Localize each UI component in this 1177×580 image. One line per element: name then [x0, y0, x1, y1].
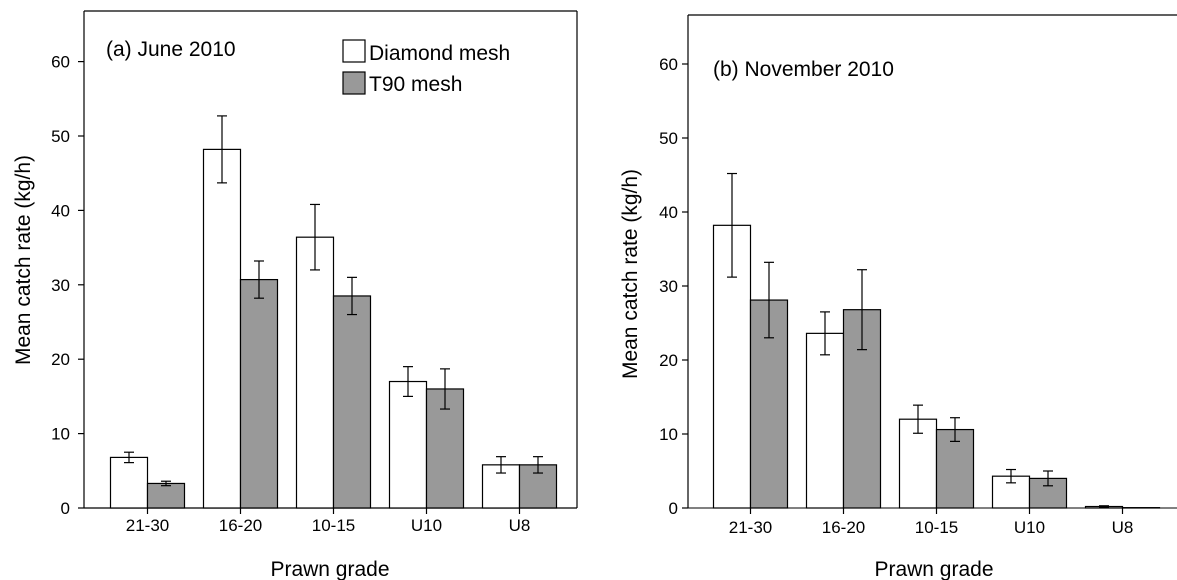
- y-tick-label-november: 0: [669, 499, 678, 518]
- legend-swatch-diamond: [343, 40, 365, 62]
- bar-diamond-u10-june: [390, 382, 427, 508]
- bars-november: [714, 174, 1160, 508]
- panel-november-2010: 0 10 20 30 40 50 60 21-30 16-20 10-15 U10 U8 (b) N…: [619, 15, 1177, 580]
- bar-diamond-16-20-november: [807, 333, 844, 508]
- y-tick-label-june: 20: [51, 350, 70, 369]
- x-tick-label-november: U10: [1014, 518, 1045, 537]
- x-axis-label-november: Prawn grade: [874, 558, 993, 580]
- y-tick-label-november: 10: [659, 425, 678, 444]
- x-tick-label-june: 16-20: [219, 516, 262, 535]
- x-tick-label-november: 21-30: [729, 518, 772, 537]
- x-tick-label-june: U10: [411, 516, 442, 535]
- y-tick-label-november: 60: [659, 55, 678, 74]
- x-tick-label-november: U8: [1112, 518, 1134, 537]
- chart-title-june: (a) June 2010: [106, 38, 236, 61]
- x-tick-label-november: 10-15: [915, 518, 958, 537]
- y-tick-label-june: 50: [51, 127, 70, 146]
- y-tick-label-november: 50: [659, 129, 678, 148]
- y-tick-label-june: 0: [61, 499, 70, 518]
- bar-t90-16-20-june: [241, 280, 278, 508]
- panel-june-2010: 0 10 20 30 40 50 60 21-30 16-20 10-15 U10 U8 (a) J…: [12, 11, 577, 580]
- x-tick-label-november: 16-20: [822, 518, 865, 537]
- bar-diamond-10-15-june: [297, 237, 334, 508]
- bars-june: [111, 116, 557, 508]
- chart-title-november: (b) November 2010: [713, 58, 894, 81]
- bar-diamond-21-30-june: [111, 457, 148, 508]
- y-tick-label-november: 30: [659, 277, 678, 296]
- y-tick-label-june: 60: [51, 53, 70, 72]
- bar-t90-21-30-june: [148, 483, 185, 508]
- y-tick-label-november: 20: [659, 351, 678, 370]
- y-tick-label-november: 40: [659, 203, 678, 222]
- bar-t90-10-15-june: [334, 296, 371, 508]
- legend-label-diamond: Diamond mesh: [369, 42, 510, 65]
- y-axis-label-november: Mean catch rate (kg/h): [619, 169, 642, 379]
- y-ticks-june: 0 10 20 30 40 50 60: [51, 53, 84, 518]
- x-ticks-june: 21-30 16-20 10-15 U10 U8: [126, 508, 531, 535]
- y-ticks-november: 0 10 20 30 40 50 60: [659, 55, 688, 518]
- bar-diamond-16-20-june: [204, 149, 241, 508]
- legend: Diamond mesh T90 mesh: [343, 40, 510, 96]
- x-tick-label-june: 21-30: [126, 516, 169, 535]
- x-axis-label-june: Prawn grade: [270, 558, 389, 580]
- x-tick-label-june: 10-15: [312, 516, 355, 535]
- legend-label-t90: T90 mesh: [369, 73, 462, 96]
- y-tick-label-june: 30: [51, 276, 70, 295]
- y-tick-label-june: 40: [51, 201, 70, 220]
- legend-swatch-t90: [343, 72, 365, 94]
- y-tick-label-june: 10: [51, 425, 70, 444]
- y-axis-label-june: Mean catch rate (kg/h): [12, 155, 35, 365]
- x-tick-label-june: U8: [509, 516, 531, 535]
- x-ticks-november: 21-30 16-20 10-15 U10 U8: [729, 508, 1134, 537]
